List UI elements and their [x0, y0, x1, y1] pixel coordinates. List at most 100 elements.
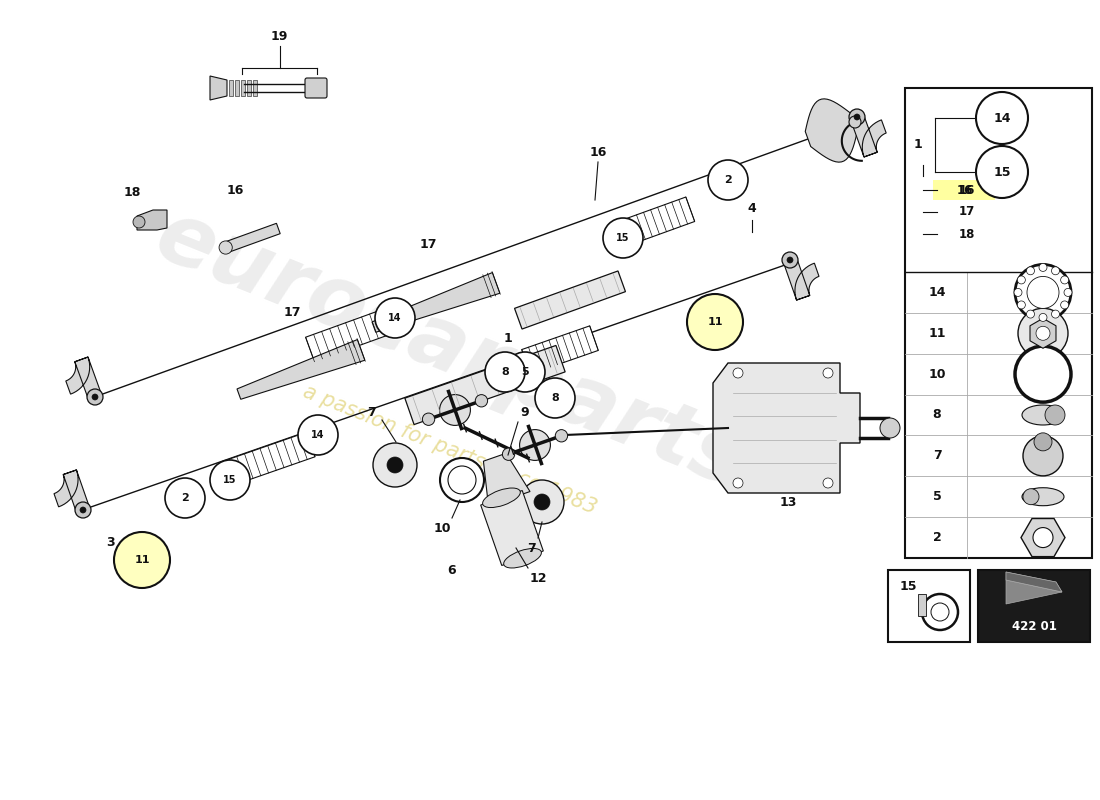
Text: 16: 16	[227, 183, 244, 197]
Text: 8: 8	[551, 393, 559, 403]
Bar	[888, 570, 970, 642]
Bar	[235, 80, 239, 96]
Text: eurocarparts: eurocarparts	[143, 194, 757, 506]
Text: 18: 18	[959, 227, 976, 241]
Polygon shape	[805, 99, 858, 162]
Polygon shape	[306, 308, 395, 362]
Text: 6: 6	[448, 563, 456, 577]
Circle shape	[505, 352, 544, 392]
Circle shape	[440, 394, 471, 426]
Circle shape	[440, 458, 484, 502]
Circle shape	[373, 443, 417, 487]
Circle shape	[1015, 265, 1071, 321]
Text: 14: 14	[388, 313, 401, 323]
Text: 14: 14	[928, 286, 946, 299]
Circle shape	[708, 160, 748, 200]
Circle shape	[556, 430, 568, 442]
Text: 9: 9	[520, 406, 529, 418]
Text: 2: 2	[933, 531, 942, 544]
Polygon shape	[1006, 572, 1062, 592]
Text: 19: 19	[271, 30, 288, 42]
Polygon shape	[66, 357, 101, 399]
Text: a passion for parts since 1983: a passion for parts since 1983	[300, 382, 600, 518]
Circle shape	[534, 494, 550, 510]
Text: 16: 16	[590, 146, 607, 158]
Text: 15: 15	[616, 233, 629, 243]
Circle shape	[1014, 289, 1022, 297]
Text: 3: 3	[106, 535, 114, 549]
Polygon shape	[223, 223, 280, 253]
Polygon shape	[615, 197, 695, 247]
Circle shape	[1052, 310, 1059, 318]
Text: 16: 16	[957, 183, 974, 197]
Text: 10: 10	[928, 368, 946, 381]
Circle shape	[519, 430, 550, 460]
Circle shape	[133, 216, 145, 228]
Text: 5: 5	[933, 490, 942, 503]
Circle shape	[1034, 433, 1052, 451]
Circle shape	[1060, 276, 1069, 284]
Text: 15: 15	[223, 475, 236, 485]
Text: 16: 16	[959, 183, 976, 197]
Circle shape	[823, 368, 833, 378]
Ellipse shape	[1022, 488, 1064, 506]
Text: 7: 7	[528, 542, 537, 554]
Circle shape	[1026, 266, 1034, 274]
Bar	[933, 180, 996, 200]
Circle shape	[1023, 436, 1063, 476]
Text: 12: 12	[529, 571, 547, 585]
Circle shape	[1026, 310, 1034, 318]
Polygon shape	[1021, 518, 1065, 557]
Circle shape	[485, 352, 525, 392]
Circle shape	[1052, 266, 1059, 274]
Circle shape	[503, 448, 515, 460]
Polygon shape	[521, 326, 598, 374]
Circle shape	[786, 257, 793, 263]
Circle shape	[387, 457, 403, 473]
Circle shape	[1018, 301, 1025, 309]
Text: 14: 14	[311, 430, 324, 440]
Polygon shape	[1030, 318, 1056, 348]
Circle shape	[75, 502, 91, 518]
Text: 8: 8	[933, 409, 942, 422]
Circle shape	[448, 466, 476, 494]
Polygon shape	[481, 490, 543, 566]
Circle shape	[1018, 308, 1068, 358]
Ellipse shape	[483, 488, 520, 507]
Text: 5: 5	[521, 367, 529, 377]
Text: 4: 4	[748, 202, 757, 214]
Circle shape	[1027, 277, 1059, 309]
Bar	[933, 180, 996, 200]
Circle shape	[1040, 263, 1047, 271]
Text: 1: 1	[914, 138, 923, 151]
Text: 8: 8	[502, 367, 509, 377]
Text: 10: 10	[433, 522, 451, 534]
Text: 11: 11	[134, 555, 150, 565]
Bar	[241, 80, 245, 96]
Text: 17: 17	[284, 306, 300, 318]
Circle shape	[114, 532, 170, 588]
Bar	[248, 80, 251, 96]
Polygon shape	[372, 273, 499, 332]
FancyBboxPatch shape	[305, 78, 327, 98]
Polygon shape	[783, 258, 820, 300]
Polygon shape	[713, 363, 860, 493]
Circle shape	[1040, 314, 1047, 322]
Text: 11: 11	[928, 326, 946, 340]
Text: 13: 13	[779, 495, 796, 509]
Text: 2: 2	[182, 493, 189, 503]
Circle shape	[782, 252, 797, 268]
Circle shape	[535, 378, 575, 418]
Circle shape	[375, 298, 415, 338]
Circle shape	[298, 415, 338, 455]
Circle shape	[80, 507, 86, 513]
Circle shape	[1018, 276, 1025, 284]
Circle shape	[165, 478, 205, 518]
Polygon shape	[210, 76, 227, 100]
Circle shape	[733, 368, 742, 378]
Bar	[918, 594, 926, 616]
Circle shape	[931, 603, 949, 621]
Circle shape	[92, 394, 98, 400]
Bar	[978, 570, 1090, 642]
Circle shape	[520, 480, 564, 524]
